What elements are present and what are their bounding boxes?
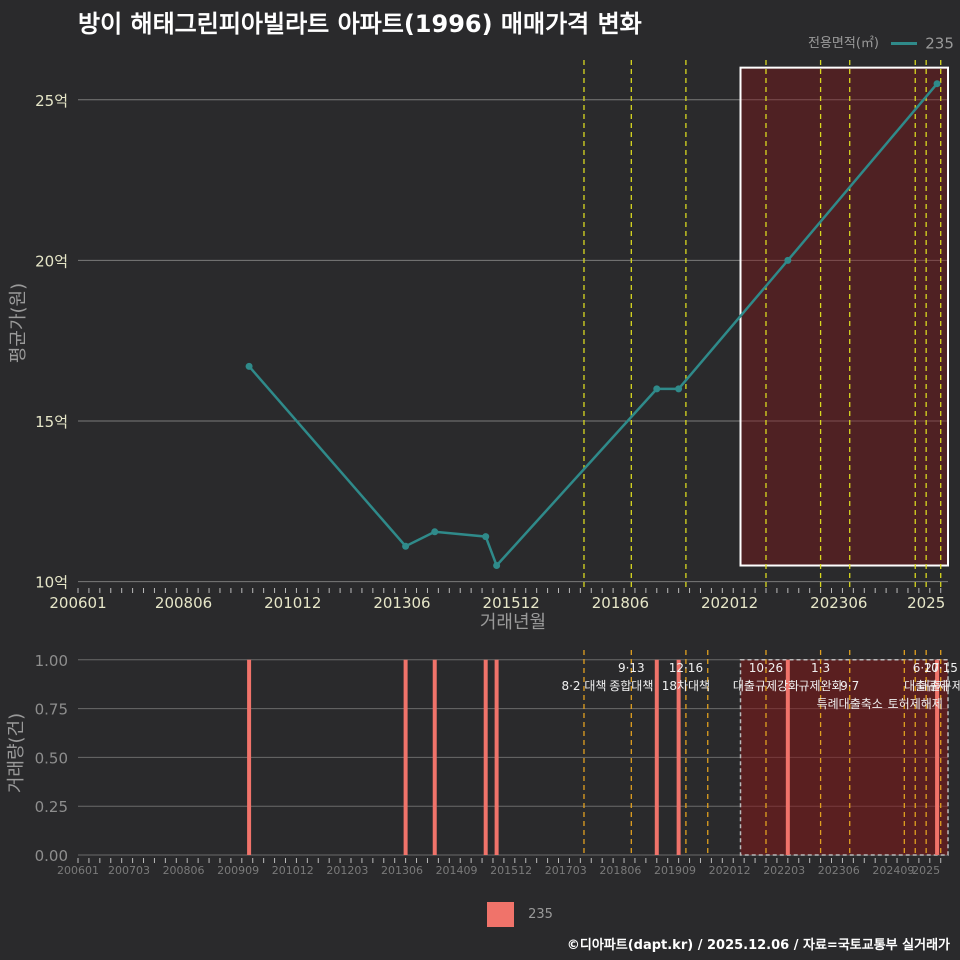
policy-label: 9·13: [618, 661, 645, 675]
price-data-point: [493, 562, 501, 570]
volume-bar: [654, 659, 659, 855]
x-tick-label: 201512: [490, 864, 532, 877]
policy-label: 1·3: [811, 661, 830, 675]
price-data-point: [402, 542, 410, 550]
x-tick-label: 202306: [818, 864, 860, 877]
policy-label: 규제완화: [799, 679, 843, 693]
policy-label: 특례대출축소: [817, 697, 883, 711]
x-tick-label: 200806: [155, 594, 212, 612]
x-tick-label: 201306: [381, 864, 423, 877]
x-tick-label: 2025: [907, 594, 945, 612]
y-tick-label: 1.00: [35, 652, 68, 670]
policy-label: 대출규제: [919, 679, 960, 693]
x-axis-title: 거래년월: [480, 612, 546, 633]
x-tick-label: 201909: [654, 864, 696, 877]
y-tick-label: 0.50: [35, 749, 68, 767]
y-tick-label: 10억: [35, 574, 68, 592]
legend-bar-label: 235: [528, 907, 553, 922]
volume-bar-chart: 0.00 0.25 0.50 0.75 1.00 8·2 대책 9·13 종합대책 12·16 1…: [6, 650, 960, 877]
x-tick-label: 201012: [272, 864, 314, 877]
x-tick-label: 200703: [108, 864, 150, 877]
y-axis-title: 평균가(원): [8, 283, 29, 363]
highlight-box: [739, 659, 949, 856]
volume-bar: [247, 659, 252, 855]
legend-bar-swatch: [487, 902, 514, 927]
policy-label: 토허제해제: [888, 697, 943, 711]
y-tick-label: 15억: [35, 413, 68, 431]
volume-bar: [494, 659, 499, 855]
policy-label: 대출규제: [904, 679, 948, 693]
x-tick-label: 201703: [545, 864, 587, 877]
x-tick-label: 201203: [326, 864, 368, 877]
legend-top: 전용면적(㎡) 235: [808, 32, 954, 53]
policy-label: 종합대책: [609, 678, 653, 693]
price-data-point: [431, 528, 439, 536]
x-tick-label: 201806: [592, 594, 649, 612]
price-data-point: [675, 385, 683, 393]
chart-title: 방이 해태그린피아빌라트 아파트(1996) 매매가격 변화: [78, 10, 642, 38]
policy-label: 10·15: [924, 661, 958, 675]
policy-label: 12·16: [669, 661, 703, 675]
x-tick-label: 200601: [49, 594, 106, 612]
highlight-box: [739, 66, 949, 567]
policy-label: 9·7: [840, 679, 859, 693]
x-tick-label: 200601: [57, 864, 99, 877]
volume-bar: [483, 659, 488, 855]
x-tick-label: 201512: [483, 594, 540, 612]
price-data-point: [784, 256, 792, 264]
x-tick-label: 201012: [264, 594, 321, 612]
legend-series-label: 235: [925, 34, 954, 53]
y-axis-title: 거래량(건): [6, 713, 27, 793]
x-tick-label: 200806: [163, 864, 205, 877]
x-tick-label: 200909: [217, 864, 259, 877]
price-data-point: [245, 362, 253, 370]
legend-line-swatch: [891, 42, 918, 45]
price-line-chart: 10억 15억 20억 25억 200601 200806 201012 201306 2015…: [8, 60, 949, 633]
x-tick-label: 202306: [810, 594, 867, 612]
x-tick-label: 201306: [373, 594, 430, 612]
policy-label: 6·27: [913, 661, 940, 675]
policy-label: 10·26: [749, 661, 783, 675]
price-data-point: [653, 385, 661, 393]
legend-title: 전용면적(㎡): [808, 36, 879, 51]
policy-label: 대출규제강화: [733, 679, 799, 693]
volume-bar: [403, 659, 408, 855]
x-tick-label: 202012: [709, 864, 751, 877]
policy-label: 8·2 대책: [561, 678, 606, 693]
x-tick-label: 202409: [872, 864, 914, 877]
y-tick-label: 0.00: [35, 847, 68, 865]
y-tick-label: 0.25: [35, 798, 68, 816]
price-data-point: [482, 533, 490, 541]
volume-bar: [676, 659, 681, 855]
source-credit: ©디아파트(dapt.kr) / 2025.12.06 / 자료=국토교통부 실…: [566, 938, 950, 953]
x-tick-label: 201806: [599, 864, 641, 877]
x-tick-label: 2025: [912, 864, 940, 877]
x-tick-label: 201409: [436, 864, 478, 877]
volume-bar: [935, 659, 940, 855]
x-tick-label: 202203: [763, 864, 805, 877]
y-tick-label: 0.75: [35, 701, 68, 719]
y-tick-label: 25억: [35, 92, 68, 110]
volume-bar: [432, 659, 437, 855]
legend-bottom: 235: [487, 902, 553, 927]
price-data-point: [933, 80, 941, 88]
x-tick-label: 202012: [701, 594, 758, 612]
volume-bar: [785, 659, 790, 855]
y-tick-label: 20억: [35, 252, 68, 270]
policy-label: 18차대책: [662, 678, 710, 693]
